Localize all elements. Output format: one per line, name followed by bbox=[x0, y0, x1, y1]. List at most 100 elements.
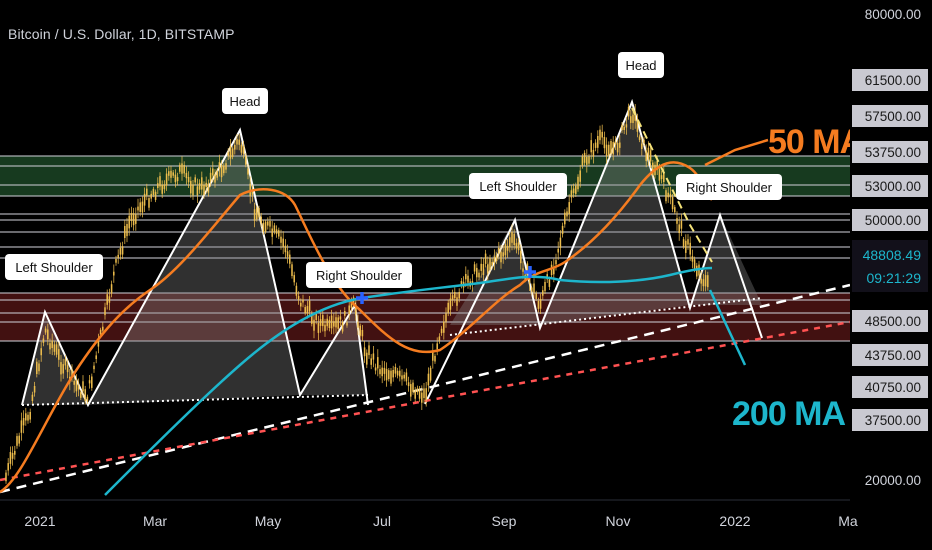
price-tick-0: 80000.00 bbox=[865, 7, 921, 22]
time-tick-3: Jul bbox=[373, 513, 391, 529]
candle-218 bbox=[484, 253, 487, 264]
candle-10 bbox=[27, 414, 29, 421]
candle-270 bbox=[599, 129, 601, 141]
candle-282 bbox=[625, 124, 628, 128]
candle-89 bbox=[201, 177, 203, 190]
candle-117 bbox=[262, 223, 265, 232]
candle-294 bbox=[652, 162, 654, 176]
ma50-line bbox=[0, 161, 714, 494]
candle-257 bbox=[570, 190, 573, 198]
price-tick-3: 53750.00 bbox=[865, 145, 921, 160]
candle-11 bbox=[29, 412, 31, 420]
candle-84 bbox=[190, 180, 192, 194]
candle-268 bbox=[594, 142, 597, 148]
candle-231 bbox=[513, 233, 515, 245]
candle-130 bbox=[291, 264, 293, 276]
golden-cross-marker bbox=[524, 266, 536, 278]
candle-113 bbox=[253, 209, 256, 221]
price-tick-2: 57500.00 bbox=[865, 109, 921, 124]
candle-278 bbox=[616, 143, 619, 153]
candle-275 bbox=[610, 141, 612, 154]
candle-237 bbox=[526, 263, 529, 275]
current-price-countdown: 09:21:29 bbox=[867, 270, 922, 286]
candle-57 bbox=[130, 213, 133, 221]
candle-128 bbox=[286, 251, 289, 257]
candle-279 bbox=[619, 142, 621, 148]
candle-7 bbox=[20, 420, 23, 433]
candle-200 bbox=[445, 313, 447, 322]
candle-267 bbox=[592, 149, 595, 157]
price-tick-4: 53000.00 bbox=[865, 179, 921, 194]
candle-115 bbox=[258, 208, 260, 218]
candle-203 bbox=[451, 295, 454, 301]
candle-28 bbox=[66, 365, 69, 373]
candle-100 bbox=[225, 163, 227, 170]
candle-15 bbox=[38, 363, 40, 372]
candle-93 bbox=[209, 172, 212, 182]
candle-180 bbox=[401, 375, 403, 380]
candle-80 bbox=[181, 163, 183, 174]
candle-311 bbox=[689, 242, 691, 255]
candle-0 bbox=[5, 472, 7, 482]
candle-176 bbox=[392, 370, 394, 378]
candle-158 bbox=[352, 297, 355, 306]
candle-298 bbox=[660, 175, 663, 179]
candle-197 bbox=[438, 336, 441, 341]
price-tick-box-7 bbox=[852, 344, 928, 366]
candle-299 bbox=[663, 173, 665, 182]
candle-241 bbox=[535, 293, 537, 299]
candle-166 bbox=[370, 358, 372, 365]
candle-221 bbox=[491, 262, 493, 266]
candle-37 bbox=[86, 396, 89, 402]
candle-309 bbox=[685, 240, 687, 253]
pattern-fill-right-shoulder-2 bbox=[690, 215, 762, 305]
candle-239 bbox=[531, 287, 533, 292]
price-tick-box-6 bbox=[852, 310, 928, 332]
candle-155 bbox=[346, 322, 348, 326]
candle-264 bbox=[586, 156, 588, 165]
candle-317 bbox=[702, 279, 705, 287]
candle-125 bbox=[280, 236, 282, 243]
price-tick-8: 40750.00 bbox=[865, 380, 921, 395]
candle-72 bbox=[163, 184, 166, 190]
candle-249 bbox=[553, 266, 555, 275]
price-tick-box-2 bbox=[852, 105, 928, 127]
candle-169 bbox=[377, 357, 379, 369]
candle-108 bbox=[242, 145, 245, 154]
candle-32 bbox=[75, 379, 78, 392]
price-tick-9: 37500.00 bbox=[865, 413, 921, 428]
candle-135 bbox=[302, 299, 304, 303]
candle-175 bbox=[390, 370, 392, 384]
candle-58 bbox=[132, 213, 135, 226]
candle-310 bbox=[687, 239, 689, 245]
candle-83 bbox=[187, 177, 190, 183]
candle-51 bbox=[117, 254, 119, 259]
candle-292 bbox=[647, 147, 650, 160]
candle-230 bbox=[511, 232, 513, 243]
candle-104 bbox=[234, 145, 236, 150]
pattern-fill-left-shoulder-2 bbox=[450, 220, 540, 325]
candle-274 bbox=[608, 144, 610, 156]
candle-141 bbox=[315, 314, 317, 320]
candle-318 bbox=[704, 275, 707, 287]
hs-pattern-2 bbox=[424, 98, 763, 405]
current-price-box bbox=[852, 240, 928, 292]
candle-184 bbox=[410, 384, 412, 397]
candle-255 bbox=[566, 211, 568, 217]
candle-30 bbox=[71, 369, 73, 377]
time-tick-7: Ma bbox=[838, 513, 858, 529]
candle-25 bbox=[60, 362, 62, 375]
candle-188 bbox=[418, 389, 421, 399]
candle-9 bbox=[25, 413, 27, 421]
candle-110 bbox=[247, 168, 249, 175]
price-tick-box-9 bbox=[852, 409, 928, 431]
candle-55 bbox=[126, 224, 128, 237]
candle-27 bbox=[64, 359, 67, 366]
candle-162 bbox=[361, 330, 364, 337]
candle-163 bbox=[363, 347, 366, 357]
candle-69 bbox=[157, 183, 159, 188]
candle-101 bbox=[227, 152, 229, 156]
candle-199 bbox=[443, 321, 445, 333]
ma50-label: 50 MA bbox=[768, 123, 864, 161]
